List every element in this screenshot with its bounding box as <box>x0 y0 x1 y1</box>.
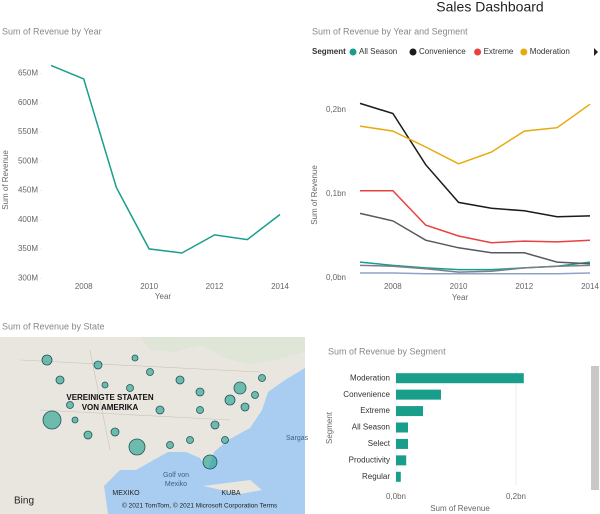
line <box>359 102 591 218</box>
y-tick-label: Convenience <box>343 390 390 399</box>
y-tick-label: 600M <box>18 98 38 107</box>
y-tick-label: Productivity <box>349 455 390 464</box>
map-label: Mexiko <box>165 481 187 488</box>
page-title: Sales Dashboard <box>436 0 543 15</box>
scrollbar[interactable] <box>591 366 599 490</box>
y-tick-label: 400M <box>18 215 38 224</box>
line <box>359 264 591 273</box>
y-tick-label: Extreme <box>360 406 390 415</box>
x-axis-label: Sum of Revenue <box>430 504 490 513</box>
x-tick-label: 2008 <box>384 282 402 291</box>
map-label: Sargas <box>286 435 309 442</box>
legend-label: Extreme <box>484 47 514 56</box>
y-tick-label: Moderation <box>350 373 390 382</box>
y-tick-label: Select <box>368 439 391 448</box>
y-tick-label: All Season <box>352 423 390 432</box>
map-border <box>19 349 261 451</box>
legend-swatch <box>520 48 528 56</box>
chart-title: Sum of Revenue by State <box>2 321 105 331</box>
bar <box>396 389 441 400</box>
legend-more[interactable] <box>594 48 598 56</box>
y-tick-label: 450M <box>18 186 38 195</box>
x-tick-label: 2012 <box>515 282 533 291</box>
y-tick-label: 350M <box>18 244 38 253</box>
map-attribution: © 2021 TomTom, © 2021 Microsoft Corporat… <box>122 502 278 510</box>
bar <box>396 471 401 482</box>
chart-title: Sum of Revenue by Year <box>2 26 102 36</box>
map-logo: Bing <box>14 496 34 507</box>
map-land <box>0 337 305 514</box>
map-cuba <box>203 480 262 494</box>
legend-label: All Season <box>359 47 397 56</box>
line <box>359 103 591 165</box>
legend-label: Convenience <box>419 47 466 56</box>
chart-title: Sum of Revenue by Segment <box>328 346 446 356</box>
y-axis-label: Segment <box>325 411 334 444</box>
line <box>359 212 591 265</box>
map-label: KUBA <box>221 490 240 497</box>
map-canada <box>0 337 305 365</box>
y-axis-label: Sum of Revenue <box>1 150 10 210</box>
y-tick-label: 500M <box>18 156 38 165</box>
y-tick-label: 650M <box>18 69 38 78</box>
map-label: MEXIKO <box>112 490 140 497</box>
y-tick-label: 300M <box>18 273 38 282</box>
y-tick-label: Regular <box>362 472 390 481</box>
legend-swatch <box>409 48 417 56</box>
legend-swatch <box>474 48 482 56</box>
x-axis-label: Year <box>155 292 172 301</box>
y-tick-label: 0,1bn <box>326 189 346 198</box>
bar <box>396 438 408 449</box>
line <box>360 189 591 244</box>
map: VEREINIGTE STAATEN VON AMERIKA Golf von … <box>0 337 309 514</box>
y-tick-label: 0,2bn <box>326 105 346 114</box>
chart-title: Sum of Revenue by Year and Segment <box>312 26 468 36</box>
map-label: VEREINIGTE STAATEN <box>66 393 153 402</box>
x-tick-label: 0,2bn <box>506 492 526 501</box>
map-label: VON AMERIKA <box>82 403 139 412</box>
line <box>50 64 281 254</box>
bar <box>396 406 423 417</box>
bar <box>396 422 408 433</box>
x-tick-label: 0,0bn <box>386 492 406 501</box>
map-label: Golf von <box>163 472 189 479</box>
legend-label: Moderation <box>530 47 570 56</box>
bar <box>396 373 524 384</box>
y-axis-label: Sum of Revenue <box>310 165 319 225</box>
x-axis-label: Year <box>452 293 469 302</box>
legend-title: Segment <box>312 47 346 56</box>
map-bubbles <box>41 354 266 470</box>
x-tick-label: 2014 <box>581 282 599 291</box>
x-tick-label: 2010 <box>450 282 468 291</box>
line <box>360 272 591 275</box>
y-tick-label: 550M <box>18 127 38 136</box>
y-tick-label: 0,0bn <box>326 273 346 282</box>
bar <box>396 455 407 466</box>
legend-swatch <box>349 48 357 56</box>
